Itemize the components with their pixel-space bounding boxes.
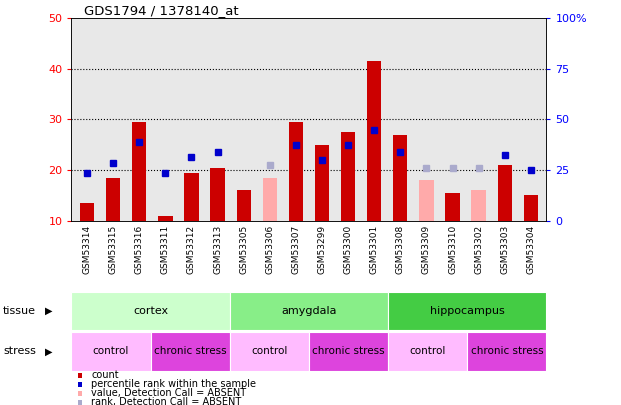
Bar [524,196,538,221]
Bar [309,332,388,371]
Text: tissue: tissue [3,306,36,316]
Bar [106,178,120,221]
Text: GSM53309: GSM53309 [422,225,431,274]
Text: GSM53311: GSM53311 [161,225,170,274]
Text: GSM53302: GSM53302 [474,225,483,274]
Text: GSM53308: GSM53308 [396,225,405,274]
Text: value, Detection Call = ABSENT: value, Detection Call = ABSENT [91,388,247,398]
Bar [132,122,147,221]
Bar [388,332,468,371]
Bar [497,165,512,221]
Text: GSM53300: GSM53300 [343,225,353,274]
Text: percentile rank within the sample: percentile rank within the sample [91,379,256,389]
Bar [468,332,546,371]
Bar [184,173,199,221]
Text: amygdala: amygdala [281,306,337,316]
Bar [71,332,150,371]
Text: GSM53314: GSM53314 [83,225,91,274]
Text: GSM53305: GSM53305 [239,225,248,274]
Text: GSM53306: GSM53306 [265,225,274,274]
Bar [289,122,303,221]
Text: control: control [409,346,446,356]
Text: GSM53301: GSM53301 [369,225,379,274]
Text: GSM53313: GSM53313 [213,225,222,274]
Text: ▶: ▶ [45,306,52,316]
Text: GSM53307: GSM53307 [291,225,301,274]
Bar [445,193,460,221]
Bar [341,132,355,221]
Bar [211,168,225,221]
Text: chronic stress: chronic stress [154,346,227,356]
Text: GSM53299: GSM53299 [317,225,327,274]
Text: GSM53312: GSM53312 [187,225,196,274]
Bar [315,145,329,221]
Text: GSM53303: GSM53303 [501,225,509,274]
Text: control: control [251,346,288,356]
Bar [71,292,230,330]
Text: chronic stress: chronic stress [471,346,543,356]
Text: hippocampus: hippocampus [430,306,505,316]
Text: GSM53316: GSM53316 [135,225,144,274]
Text: rank, Detection Call = ABSENT: rank, Detection Call = ABSENT [91,397,242,405]
Bar [263,178,277,221]
Bar [237,190,251,221]
Bar [393,134,407,221]
Bar [80,203,94,221]
Text: stress: stress [3,346,36,356]
Text: ▶: ▶ [45,346,52,356]
Text: control: control [93,346,129,356]
Text: GSM53315: GSM53315 [109,225,117,274]
Text: GDS1794 / 1378140_at: GDS1794 / 1378140_at [84,4,238,17]
Bar [367,61,381,221]
Bar [419,180,433,221]
Text: GSM53304: GSM53304 [527,225,535,274]
Bar [388,292,546,330]
Bar [230,332,309,371]
Text: count: count [91,370,119,380]
Text: chronic stress: chronic stress [312,346,385,356]
Text: GSM53310: GSM53310 [448,225,457,274]
Bar [158,215,173,221]
Text: cortex: cortex [133,306,168,316]
Bar [230,292,388,330]
Bar [150,332,230,371]
Bar [471,190,486,221]
